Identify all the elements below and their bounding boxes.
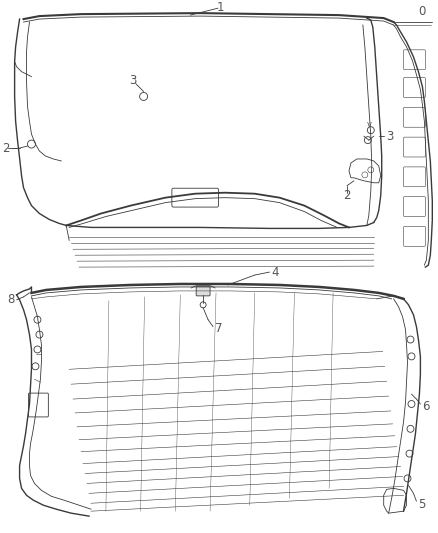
Text: v: v (366, 120, 371, 129)
Text: 6: 6 (422, 400, 430, 413)
Text: 2: 2 (343, 189, 351, 202)
Text: 7: 7 (215, 322, 223, 335)
Text: 4: 4 (272, 265, 279, 279)
Text: 8: 8 (7, 293, 14, 306)
Text: 5: 5 (418, 498, 426, 511)
FancyBboxPatch shape (196, 286, 210, 296)
Text: 3: 3 (387, 130, 394, 143)
Text: 1: 1 (216, 1, 224, 14)
Text: 2: 2 (2, 142, 10, 155)
Text: 0: 0 (419, 5, 426, 18)
Text: 3: 3 (129, 74, 136, 87)
